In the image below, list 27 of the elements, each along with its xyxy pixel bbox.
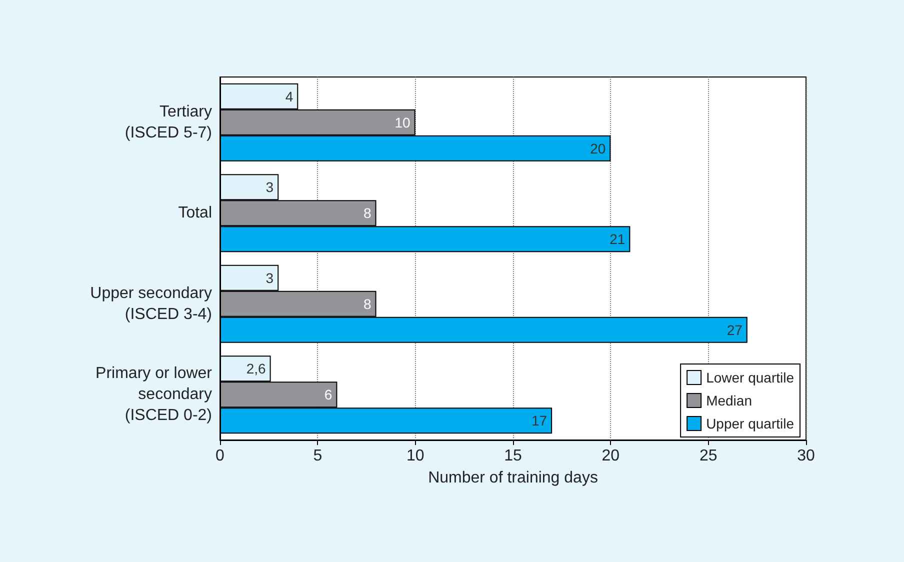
y-tick-label: Upper secondary (ISCED 3-4) xyxy=(90,284,212,323)
data-label: 3 xyxy=(266,270,274,286)
x-tick-label: 10 xyxy=(406,448,424,464)
x-tick-label: 5 xyxy=(313,448,322,464)
x-tick-label: 15 xyxy=(504,448,522,464)
x-tick-label: 20 xyxy=(602,448,620,464)
data-label: 21 xyxy=(610,231,626,248)
legend-label: Upper quartile xyxy=(706,416,794,432)
data-label: 10 xyxy=(394,114,411,130)
x-tick-label: 30 xyxy=(797,448,815,464)
x-axis-title: Number of training days xyxy=(428,470,598,486)
data-label: 20 xyxy=(590,140,606,156)
y-tick-label: Primary or lower secondary (ISCED 0-2) xyxy=(96,365,213,424)
data-label: 8 xyxy=(363,296,372,312)
y-tick-label: Tertiary (ISCED 5-7) xyxy=(124,103,212,142)
data-label: 17 xyxy=(531,412,548,429)
y-tick-label: Total xyxy=(178,204,212,222)
data-label: 6 xyxy=(324,386,332,403)
x-tick-label: 25 xyxy=(699,448,718,464)
x-tick-label: 0 xyxy=(216,448,225,464)
data-label: 2,6 xyxy=(246,360,266,377)
legend-label: Median xyxy=(706,392,752,408)
data-label: 8 xyxy=(363,205,372,222)
data-label: 3 xyxy=(266,179,274,196)
data-label: 27 xyxy=(726,322,743,338)
data-label: 4 xyxy=(285,88,294,104)
legend-label: Lower quartile xyxy=(706,370,794,386)
